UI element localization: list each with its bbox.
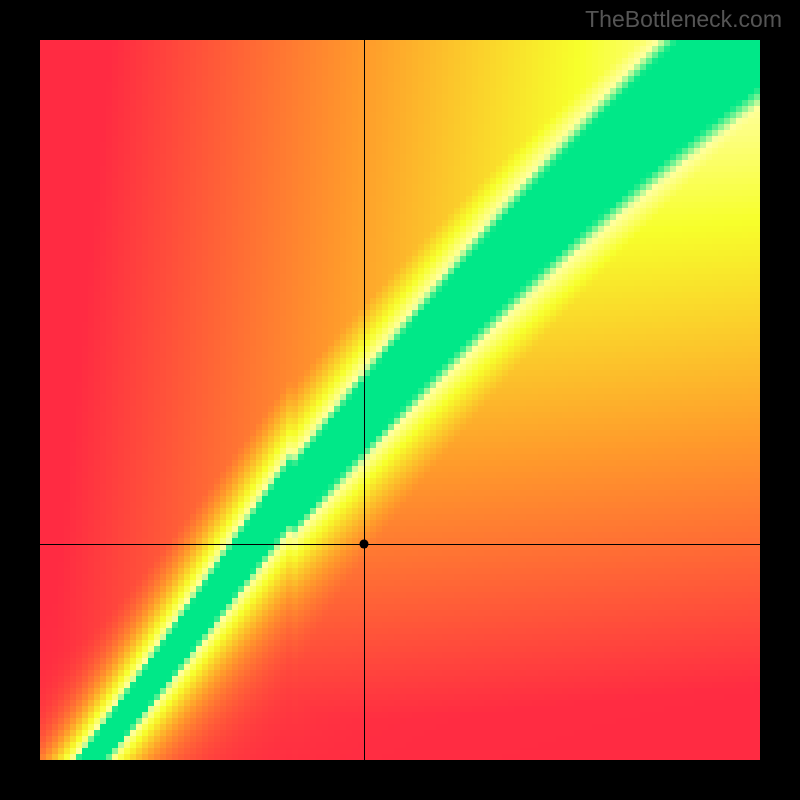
plot-area xyxy=(40,40,760,760)
heatmap-canvas xyxy=(40,40,760,760)
chart-container: TheBottleneck.com xyxy=(0,0,800,800)
watermark-text: TheBottleneck.com xyxy=(585,6,782,33)
